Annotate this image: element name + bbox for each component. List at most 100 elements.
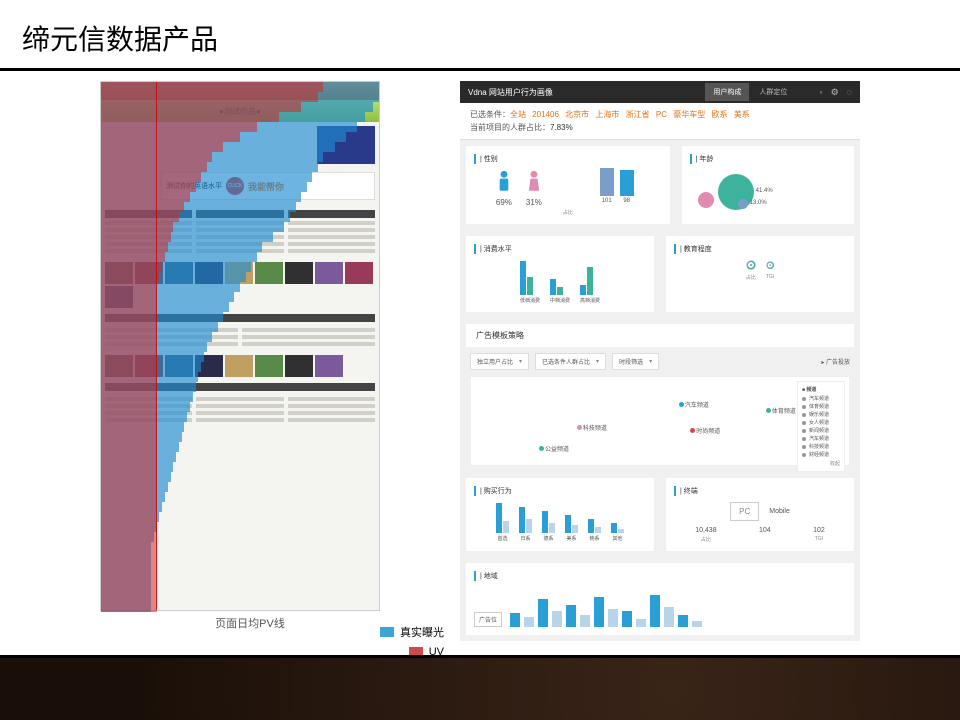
legend-item[interactable]: 汽车频道	[802, 395, 840, 402]
content-area: ●测试作品● 测试你的英语水平 CLICK 我能帮你	[0, 71, 960, 641]
visit-card: | 购买行为 首选日系德系美系韩系其他	[466, 478, 654, 551]
legend-item[interactable]: 新闻频道	[802, 427, 840, 434]
legend-item[interactable]: 科技频道	[802, 443, 840, 450]
filter-chip[interactable]: 201406	[532, 110, 559, 119]
bar-group: 首选	[496, 503, 509, 542]
bar	[580, 615, 590, 627]
scatter-label: 公益频道	[545, 444, 569, 453]
ad-launch-link[interactable]: ▸ 广告投放	[821, 357, 850, 366]
dropdown[interactable]: 独立用户占比	[470, 353, 529, 370]
male-icon: 69%	[494, 170, 514, 207]
bar: 98	[620, 170, 634, 204]
bar: 101	[600, 168, 614, 204]
bar	[594, 597, 604, 627]
education-card: | 教育程度 占比 TGI	[666, 236, 854, 312]
filter-chip[interactable]: 豪华车型	[673, 110, 705, 119]
heatmap-caption: 页面日均PV线	[100, 615, 400, 631]
filter-chip[interactable]: 美系	[734, 110, 750, 119]
bubble-card: | 年龄 41.4%13.0%	[682, 146, 854, 224]
selector-row: 独立用户占比已选条件人群占比时段筛选 ▸ 广告投放	[460, 353, 860, 370]
filter-prefix: 已选条件：	[470, 110, 510, 119]
slide-footer-bg	[0, 658, 960, 720]
male-pct: 69%	[496, 198, 512, 207]
ratio-prefix: 当前项目的人群占比：	[470, 123, 550, 132]
dropdown[interactable]: 已选条件人群占比	[535, 353, 606, 370]
bar-group: 高档消费	[580, 267, 600, 304]
user-icon[interactable]: ◦	[819, 87, 822, 98]
scatter-point	[690, 428, 695, 433]
gear-icon[interactable]: ⚙	[831, 87, 839, 98]
bar-group: 德系	[542, 511, 555, 542]
bar	[552, 611, 562, 627]
gender-card: | 性别 69% 31% 101 98	[466, 146, 670, 224]
scatter-point	[539, 446, 544, 451]
dropdown[interactable]: 时段筛选	[612, 353, 659, 370]
filter-chip[interactable]: PC	[656, 110, 667, 119]
card-title: | 教育程度	[674, 244, 846, 254]
bar	[510, 613, 520, 627]
dashboard-logo: Vdna 网站用户行为画像	[468, 87, 553, 98]
filter-chip[interactable]: 全站	[510, 110, 526, 119]
mobile-label: Mobile	[769, 508, 790, 515]
card-title: | 终端	[674, 486, 846, 496]
help-icon[interactable]: ◌	[847, 87, 852, 98]
dashboard-screenshot: Vdna 网站用户行为画像 用户构成人群定位 ◦ ⚙ ◌ 已选条件：全站 201…	[460, 81, 860, 641]
bubble	[718, 174, 754, 210]
stat: 104	[759, 527, 771, 543]
legend-item[interactable]: 女人频道	[802, 419, 840, 426]
legend-item[interactable]: 娱乐频道	[802, 411, 840, 418]
card-title: | 消费水平	[474, 244, 646, 254]
bar-group: 低档消费	[520, 261, 540, 304]
pc-box: PC	[730, 502, 759, 521]
scatter-label: 汽车频道	[685, 400, 709, 409]
female-pct: 31%	[526, 198, 542, 207]
bar-group: 美系	[565, 515, 578, 542]
bubble	[738, 199, 748, 209]
legend-item[interactable]: 财经频道	[802, 451, 840, 458]
bar	[664, 607, 674, 627]
female-icon: 31%	[524, 170, 544, 207]
scatter-label: 体育频道	[772, 406, 796, 415]
dashboard-topbar: Vdna 网站用户行为画像 用户构成人群定位 ◦ ⚙ ◌	[460, 81, 860, 103]
heatmap-screenshot: ●测试作品● 测试你的英语水平 CLICK 我能帮你	[100, 81, 380, 611]
legend-item[interactable]: 体育频道	[802, 403, 840, 410]
consume-card: | 消费水平 低档消费中档消费高档消费	[466, 236, 654, 312]
bar	[524, 617, 534, 627]
region-card: | 地域 广告位	[466, 563, 854, 635]
card-title: | 年龄	[690, 154, 846, 164]
bar	[608, 609, 618, 627]
scatter-chart: 公益频道 时尚频道 科技频道 体育频道 汽车频道 ■ 频道汽车频道体育频道娱乐频…	[470, 376, 850, 466]
legend-item[interactable]: 汽车频道	[802, 435, 840, 442]
donut: TGI	[766, 261, 774, 279]
filter-chip[interactable]: 浙江省	[626, 110, 650, 119]
age-bars: 101 98	[572, 170, 662, 204]
bar-group: 其他	[611, 523, 624, 542]
scatter-point	[679, 402, 684, 407]
bar	[650, 595, 660, 627]
scatter-point	[577, 425, 582, 430]
bar-group: 日系	[519, 507, 532, 542]
pv-baseline	[156, 82, 157, 610]
bar	[622, 611, 632, 627]
bar	[636, 619, 646, 627]
right-panel: Vdna 网站用户行为画像 用户构成人群定位 ◦ ⚙ ◌ 已选条件：全站 201…	[460, 81, 860, 641]
tab-用户构成[interactable]: 用户构成	[705, 83, 749, 101]
topbar-tabs: 用户构成人群定位	[705, 83, 795, 101]
filter-chip[interactable]: 上海市	[595, 110, 619, 119]
stat: 10,438占比	[695, 527, 716, 543]
bar-group: 韩系	[588, 519, 601, 542]
bubble	[698, 192, 714, 208]
tab-人群定位[interactable]: 人群定位	[751, 83, 795, 101]
ad-strategy-header: 广告模板策略	[466, 324, 854, 347]
left-panel: ●测试作品● 测试你的英语水平 CLICK 我能帮你	[100, 81, 400, 641]
card-title: | 性别	[474, 154, 662, 164]
filter-chip[interactable]: 欧系	[711, 110, 727, 119]
filter-chip[interactable]: 北京市	[565, 110, 589, 119]
legend-item: 真实曝光	[380, 624, 454, 640]
bar-group: 中档消费	[550, 279, 570, 304]
slide-title: 缔元信数据产品	[0, 0, 960, 68]
bar	[692, 621, 702, 627]
scatter-point	[766, 408, 771, 413]
bar	[538, 599, 548, 627]
card-title: | 地域	[474, 571, 846, 581]
